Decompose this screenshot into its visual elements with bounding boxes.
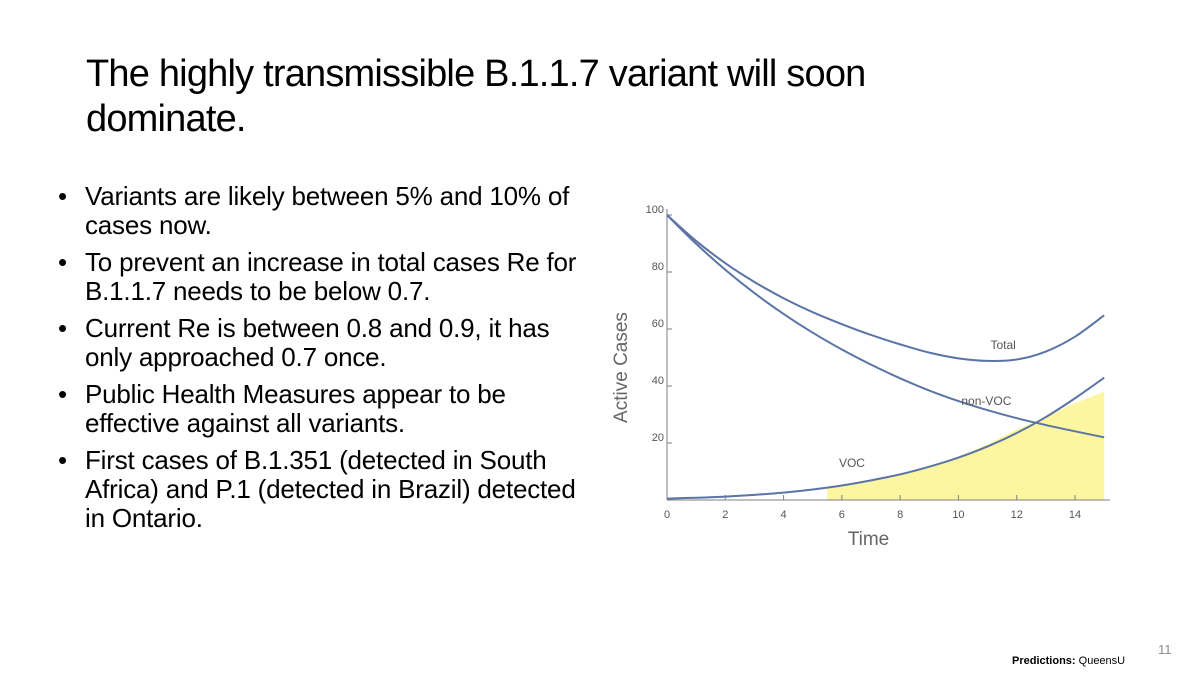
series-label-non-voc: non-VOC [961,394,1011,408]
slide-number: 11 [1158,642,1172,657]
bullet-item: • Public Health Measures appear to be eff… [58,380,598,438]
series-layer [666,214,1105,500]
shaded-region-layer [827,391,1105,500]
x-tick-label: 10 [952,509,964,521]
x-tick-label: 2 [722,509,728,521]
bullet-list: • Variants are likely between 5% and 10% … [58,182,598,541]
x-tick-label: 6 [839,509,845,521]
series-label-voc: VOC [839,456,865,470]
bullet-item: • First cases of B.1.351 (detected in Sou… [58,446,598,533]
bullet-dot: • [58,379,67,409]
y-tick-label: 20 [652,432,664,444]
x-tick-label: 12 [1011,509,1023,521]
bullet-text: Current Re is between 0.8 and 0.9, it ha… [85,313,550,372]
bullet-text: Public Health Measures appear to be effe… [85,379,506,438]
bullet-dot: • [58,181,67,211]
y-tick-label: 40 [652,375,664,387]
bullet-text: Variants are likely between 5% and 10% o… [85,181,570,240]
x-tick-label: 4 [781,509,787,521]
series-line-voc [666,376,1105,500]
credit-label: Predictions: [1012,655,1076,667]
voc-shaded-region [827,391,1105,500]
x-tick-label: 8 [897,509,903,521]
labels-layer: Time Active Cases Total non-VOC VOC [611,312,1016,550]
x-tick-label: 14 [1069,509,1081,521]
x-axis-label: Time [848,529,890,550]
bullet-text: First cases of B.1.351 (detected in Sout… [85,445,576,533]
bullet-dot: • [58,445,67,475]
bullet-dot: • [58,313,67,343]
y-axis-label: Active Cases [611,312,632,423]
credit-line: Predictions: QueensU [1012,655,1125,667]
bullet-item: • Variants are likely between 5% and 10% … [58,182,598,240]
series-line-non-voc [666,214,1105,439]
axes-layer: 20 40 60 80 100 0 2 4 6 8 10 12 14 [646,204,1110,521]
series-label-total: Total [991,338,1016,352]
bullet-text: To prevent an increase in total cases Re… [85,247,577,306]
credit-source: QueensU [1078,655,1126,667]
y-tick-label: 80 [652,261,664,273]
y-tick-label: 60 [652,318,664,330]
bullet-item: • Current Re is between 0.8 and 0.9, it h… [58,314,598,372]
series-line-total [666,214,1105,362]
y-tick-label: 100 [646,204,664,216]
bullet-item: • To prevent an increase in total cases R… [58,248,598,306]
x-tick-label: 0 [664,509,670,521]
bullet-dot: • [58,247,67,277]
slide-title: The highly transmissible B.1.1.7 variant… [86,53,866,140]
